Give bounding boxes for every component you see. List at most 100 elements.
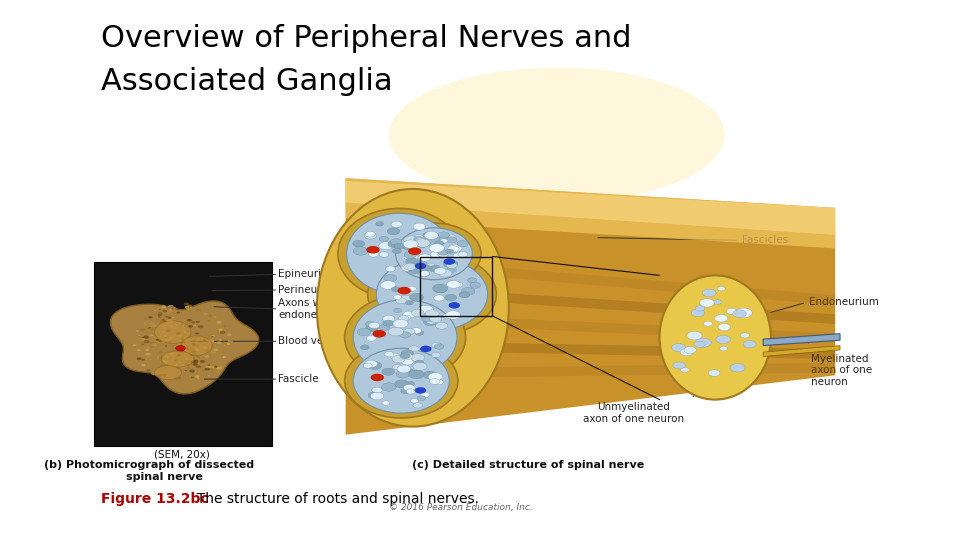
Circle shape — [223, 356, 227, 358]
Ellipse shape — [387, 223, 481, 285]
Ellipse shape — [345, 343, 458, 418]
Circle shape — [173, 307, 176, 309]
Circle shape — [162, 367, 165, 368]
Circle shape — [414, 237, 423, 242]
Ellipse shape — [338, 208, 461, 299]
Polygon shape — [413, 341, 835, 359]
Circle shape — [200, 360, 204, 363]
Circle shape — [434, 268, 446, 274]
Circle shape — [197, 345, 199, 346]
Circle shape — [418, 396, 425, 401]
Circle shape — [173, 362, 176, 365]
Circle shape — [357, 248, 368, 254]
Circle shape — [458, 252, 468, 257]
Circle shape — [149, 327, 152, 329]
Circle shape — [173, 327, 177, 329]
Circle shape — [392, 287, 400, 292]
Circle shape — [153, 325, 157, 327]
Ellipse shape — [353, 300, 457, 375]
Circle shape — [422, 307, 433, 313]
Circle shape — [141, 338, 146, 341]
Circle shape — [132, 344, 136, 346]
Circle shape — [164, 337, 167, 339]
Circle shape — [198, 362, 200, 363]
Circle shape — [401, 358, 414, 365]
Circle shape — [454, 282, 463, 287]
Circle shape — [372, 387, 382, 393]
Circle shape — [720, 346, 728, 350]
Circle shape — [445, 310, 461, 319]
Circle shape — [194, 339, 197, 340]
Circle shape — [368, 361, 382, 369]
Circle shape — [176, 332, 180, 335]
Circle shape — [411, 309, 424, 316]
Circle shape — [164, 361, 169, 363]
Circle shape — [204, 347, 207, 349]
Circle shape — [164, 335, 167, 337]
Circle shape — [220, 330, 226, 334]
Circle shape — [375, 221, 384, 226]
Circle shape — [439, 232, 449, 238]
Circle shape — [189, 376, 193, 379]
Circle shape — [371, 392, 384, 400]
Circle shape — [731, 363, 745, 372]
Circle shape — [156, 339, 159, 341]
Circle shape — [158, 309, 161, 310]
Circle shape — [440, 237, 448, 241]
Circle shape — [360, 345, 370, 350]
Circle shape — [181, 339, 183, 340]
Text: (b) Photomicrograph of dissected
        spinal nerve: (b) Photomicrograph of dissected spinal … — [44, 460, 253, 482]
Circle shape — [426, 319, 437, 324]
Circle shape — [208, 315, 212, 317]
Circle shape — [189, 344, 192, 346]
Circle shape — [196, 321, 200, 323]
Circle shape — [182, 342, 185, 343]
Circle shape — [438, 249, 448, 255]
Circle shape — [211, 336, 214, 338]
Circle shape — [163, 321, 168, 323]
Circle shape — [224, 345, 226, 346]
Circle shape — [149, 326, 153, 327]
Circle shape — [433, 242, 444, 248]
Circle shape — [404, 236, 419, 244]
Ellipse shape — [376, 258, 488, 331]
Text: Fascicle: Fascicle — [278, 374, 319, 384]
Circle shape — [224, 326, 226, 327]
Circle shape — [208, 342, 213, 345]
Circle shape — [183, 331, 187, 333]
Circle shape — [135, 330, 139, 332]
Circle shape — [168, 305, 174, 308]
Circle shape — [171, 346, 173, 347]
Circle shape — [195, 342, 197, 343]
Circle shape — [444, 260, 458, 268]
Circle shape — [204, 355, 209, 357]
Circle shape — [180, 362, 181, 363]
Circle shape — [445, 249, 453, 254]
Circle shape — [391, 239, 402, 245]
Circle shape — [716, 335, 731, 343]
Text: (SEM, 20x): (SEM, 20x) — [155, 449, 210, 460]
Circle shape — [381, 383, 396, 391]
Circle shape — [448, 246, 459, 252]
Circle shape — [221, 355, 224, 357]
Circle shape — [695, 338, 711, 347]
Circle shape — [162, 310, 167, 313]
Circle shape — [428, 373, 443, 381]
Circle shape — [673, 362, 685, 369]
Ellipse shape — [161, 351, 194, 367]
Circle shape — [163, 320, 166, 322]
Circle shape — [169, 309, 172, 311]
Circle shape — [703, 289, 716, 297]
Circle shape — [399, 332, 411, 338]
Circle shape — [207, 320, 210, 322]
Circle shape — [365, 360, 377, 367]
Circle shape — [177, 334, 182, 338]
Circle shape — [413, 362, 427, 370]
Circle shape — [430, 252, 441, 258]
Circle shape — [422, 266, 432, 271]
Circle shape — [672, 343, 685, 352]
Circle shape — [415, 262, 426, 269]
Circle shape — [407, 286, 417, 292]
Circle shape — [190, 307, 192, 308]
Ellipse shape — [347, 213, 452, 294]
